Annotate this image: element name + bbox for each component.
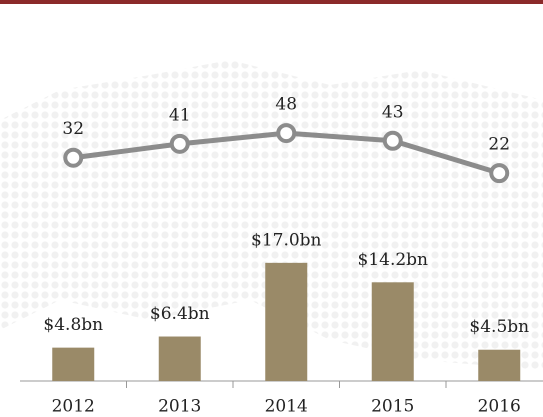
- data-label: 41: [169, 105, 191, 125]
- marker: [169, 133, 190, 154]
- data-label: $14.2bn: [358, 250, 429, 270]
- data-label: 48: [275, 95, 297, 115]
- data-label: 32: [62, 119, 84, 139]
- bar: [52, 347, 95, 381]
- x-tick-label: 2012: [52, 397, 95, 417]
- x-tick-label: 2016: [478, 397, 521, 417]
- marker: [489, 163, 510, 184]
- bar: [371, 282, 414, 381]
- x-tick-label: 2013: [158, 397, 201, 417]
- bar: [478, 349, 521, 381]
- data-label: $4.8bn: [43, 315, 103, 335]
- marker: [276, 123, 297, 144]
- data-label: $6.4bn: [150, 304, 210, 324]
- x-tick-label: 2014: [265, 397, 308, 417]
- data-label: 22: [488, 135, 510, 155]
- bar: [265, 262, 308, 381]
- data-label: $4.5bn: [469, 317, 529, 337]
- marker: [63, 147, 84, 168]
- top-rule: [0, 0, 543, 4]
- data-label: $17.0bn: [251, 230, 322, 250]
- bar: [158, 336, 201, 381]
- marker: [382, 130, 403, 151]
- x-tick-label: 2015: [371, 397, 414, 417]
- data-label: 43: [382, 102, 404, 122]
